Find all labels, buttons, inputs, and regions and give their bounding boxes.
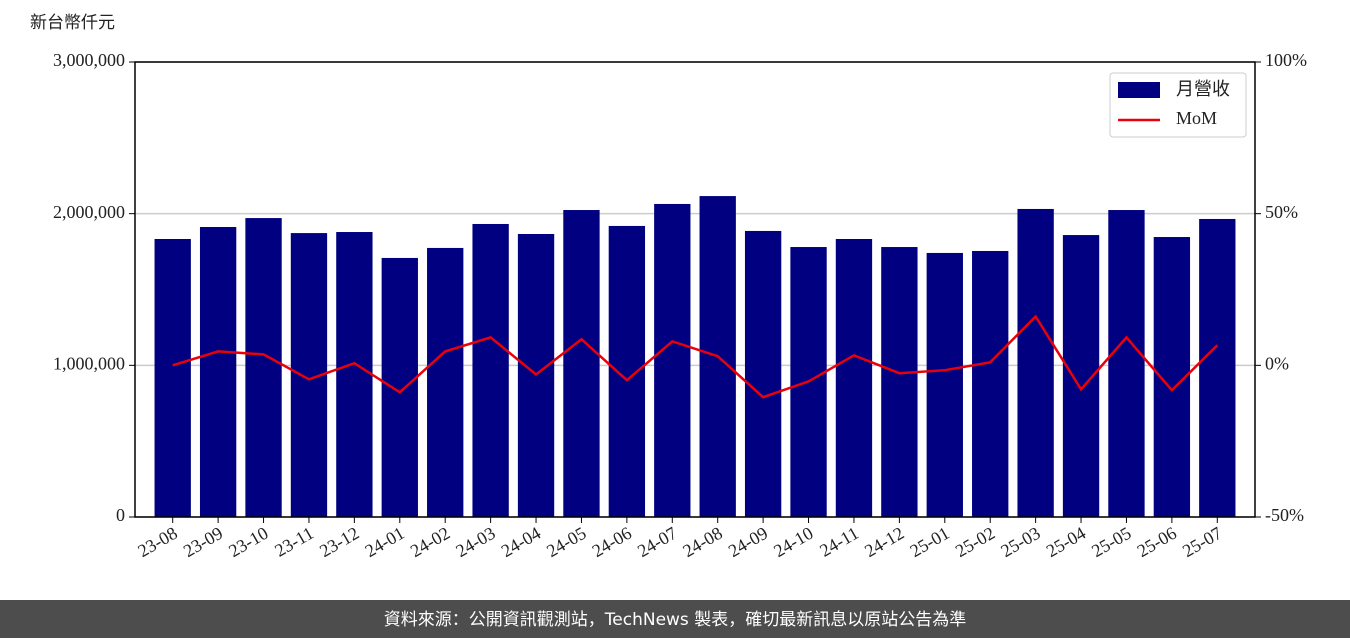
- bar: [199, 227, 237, 517]
- bar: [835, 238, 873, 517]
- bar: [1199, 218, 1236, 517]
- legend-swatch: [1118, 82, 1160, 98]
- bar: [563, 210, 600, 517]
- mom-line: [172, 314, 1219, 399]
- y2-tick-label: -50%: [1265, 505, 1304, 525]
- bar: [1108, 210, 1145, 517]
- bar: [881, 247, 918, 518]
- y2-tick-label: 50%: [1265, 202, 1298, 222]
- bar: [154, 238, 191, 517]
- bar: [245, 218, 282, 517]
- y-tick-label: 0: [116, 505, 125, 525]
- bar: [744, 230, 782, 517]
- y2-tick-label: 0%: [1265, 353, 1289, 373]
- y-axis-label: 新台幣仟元: [30, 13, 115, 33]
- legend-label: MoM: [1176, 108, 1217, 128]
- y-tick-label: 2,000,000: [53, 202, 125, 222]
- bar: [972, 250, 1009, 517]
- bar: [427, 247, 464, 517]
- bar: [654, 203, 691, 517]
- source-note: 資料來源：公開資訊觀測站，TechNews 製表，確切最新訊息以原站公告為準: [384, 610, 966, 630]
- plot-frame: [134, 61, 1256, 518]
- footer-bar: [0, 600, 1350, 638]
- bar: [608, 225, 646, 517]
- bar: [1017, 208, 1054, 517]
- bar: [336, 232, 373, 518]
- bar: [381, 257, 418, 517]
- bar: [472, 223, 509, 518]
- y-tick-label: 1,000,000: [53, 353, 125, 373]
- y2-tick-label: 100%: [1265, 50, 1307, 70]
- bar: [926, 252, 963, 517]
- y-tick-label: 3,000,000: [53, 50, 125, 70]
- legend-label: 月營收: [1176, 79, 1230, 100]
